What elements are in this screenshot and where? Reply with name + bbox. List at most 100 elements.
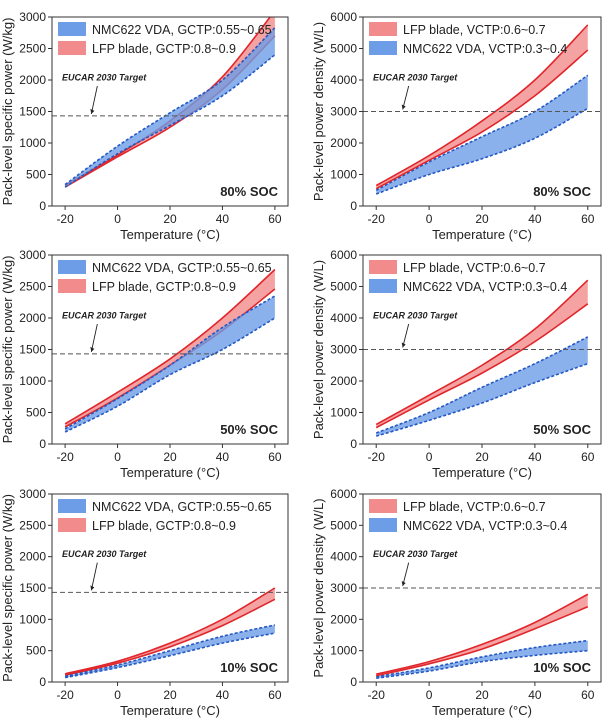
y-tick-label: 4000 — [330, 73, 357, 87]
y-tick-label: 3000 — [330, 581, 357, 595]
target-arrow-head-icon — [401, 104, 406, 110]
lfp-upper-line — [64, 268, 276, 425]
y-tick-label: 0 — [350, 675, 357, 689]
y-tick-label: 2000 — [19, 73, 46, 87]
y-tick-label: 6000 — [330, 10, 357, 24]
soc-label: 80% SOC — [533, 184, 591, 199]
x-tick-label: 40 — [528, 450, 542, 464]
legend-swatch-nmc — [369, 518, 397, 532]
x-tick-label: 40 — [216, 450, 230, 464]
legend-swatch-nmc — [369, 41, 397, 55]
x-axis-label: Temperature (°C) — [120, 227, 220, 242]
target-arrow — [90, 85, 98, 115]
nmc-upper-line — [375, 336, 589, 434]
legend-label-lfp: LFP blade, VCTP:0.6~0.7 — [403, 261, 546, 275]
x-tick-label: -20 — [56, 450, 74, 464]
target-label: EUCAR 2030 Target — [373, 72, 458, 82]
lfp-lower-line — [376, 606, 589, 677]
lfp-upper-line — [375, 279, 589, 426]
y-tick-label: 0 — [39, 675, 46, 689]
soc-label: 50% SOC — [533, 422, 591, 437]
y-tick-label: 3000 — [19, 248, 46, 262]
y-tick-label: 0 — [39, 199, 46, 213]
y-axis-label: Pack-level power density (W/L) — [311, 22, 326, 201]
y-tick-label: 500 — [26, 644, 46, 658]
legend-label-lfp: LFP blade, GCTP:0.8~0.9 — [92, 42, 236, 56]
target-label: EUCAR 2030 Target — [62, 549, 147, 559]
plot-area — [64, 268, 276, 433]
plot-area — [64, 587, 276, 679]
soc-label: 80% SOC — [220, 184, 278, 199]
x-tick-label: 40 — [216, 688, 230, 702]
nmc-lower-line — [64, 317, 276, 433]
soc-label: 10% SOC — [220, 660, 278, 675]
legend-label-lfp: LFP blade, GCTP:0.8~0.9 — [92, 519, 236, 533]
x-tick-label: 60 — [581, 450, 595, 464]
soc-label: 10% SOC — [533, 660, 591, 675]
target-arrow — [90, 562, 98, 591]
chart-panel-1: EUCAR 2030 Target -20 0 20 40 60 0 500 1000 1500 2… — [0, 10, 289, 242]
chart-panel-3: EUCAR 2030 Target -20 0 20 40 60 0 500 1000 1500 2… — [0, 248, 289, 480]
x-tick-label: -20 — [368, 212, 386, 226]
x-tick-label: 60 — [268, 688, 282, 702]
legend-swatch-lfp — [58, 279, 86, 293]
legend-swatch-lfp — [369, 260, 397, 274]
x-tick-label: 20 — [163, 212, 177, 226]
target-arrow-head-icon — [90, 585, 95, 591]
nmc-band — [65, 27, 275, 188]
x-tick-label: -20 — [56, 212, 74, 226]
lfp-lower-line — [375, 303, 589, 429]
legend-swatch-lfp — [58, 41, 86, 55]
y-tick-label: 1000 — [19, 374, 46, 388]
target-arrow-head-icon — [90, 346, 95, 352]
legend-swatch-lfp — [58, 518, 86, 532]
legend-swatch-lfp — [369, 22, 397, 36]
y-tick-label: 5000 — [330, 518, 357, 532]
legend-label-lfp: LFP blade, GCTP:0.8~0.9 — [92, 280, 236, 294]
nmc-lower-line — [375, 107, 589, 195]
target-label: EUCAR 2030 Target — [62, 310, 147, 320]
y-tick-label: 500 — [26, 168, 46, 182]
plot-area — [375, 24, 589, 195]
y-tick-label: 4000 — [330, 311, 357, 325]
y-tick-label: 6000 — [330, 487, 357, 501]
nmc-lower-line — [64, 632, 276, 679]
y-tick-label: 500 — [26, 406, 46, 420]
y-tick-label: 0 — [350, 199, 357, 213]
x-tick-label: 0 — [426, 212, 433, 226]
y-tick-label: 4000 — [330, 550, 357, 564]
legend-label-nmc: NMC622 VDA, GCTP:0.55~0.65 — [92, 500, 272, 514]
legend-swatch-nmc — [369, 279, 397, 293]
y-tick-label: 3000 — [330, 343, 357, 357]
y-axis-label: Pack-level power density (W/L) — [311, 260, 326, 439]
target-arrow-head-icon — [401, 581, 406, 586]
y-tick-label: 5000 — [330, 42, 357, 56]
y-tick-label: 1000 — [19, 612, 46, 626]
y-tick-label: 2500 — [19, 42, 46, 56]
target-label: EUCAR 2030 Target — [373, 549, 458, 559]
x-tick-label: 60 — [581, 688, 595, 702]
legend-label-nmc: NMC622 VDA, VCTP:0.3~0.4 — [403, 42, 567, 56]
chart-panel-5: EUCAR 2030 Target -20 0 20 40 60 0 500 1000 1500 2… — [0, 487, 289, 718]
nmc-lower-line — [376, 649, 588, 680]
y-tick-label: 0 — [350, 437, 357, 451]
nmc-upper-line — [376, 639, 588, 678]
y-tick-label: 6000 — [330, 248, 357, 262]
plot-area — [376, 593, 589, 680]
lfp-upper-line — [64, 587, 276, 675]
x-tick-label: 0 — [114, 450, 121, 464]
x-tick-label: 40 — [528, 688, 542, 702]
y-tick-label: 1500 — [19, 343, 46, 357]
lfp-upper-line — [376, 593, 589, 675]
y-tick-label: 1000 — [19, 136, 46, 150]
x-tick-label: 20 — [163, 450, 177, 464]
x-axis-label: Temperature (°C) — [120, 465, 220, 480]
lfp-lower-line — [375, 49, 589, 190]
y-axis-label: Pack-level specific power (W/kg) — [0, 18, 15, 206]
legend-swatch-lfp — [369, 499, 397, 513]
y-tick-label: 1500 — [19, 581, 46, 595]
x-tick-label: 40 — [216, 212, 230, 226]
y-tick-label: 0 — [39, 437, 46, 451]
y-tick-label: 3000 — [19, 10, 46, 24]
x-tick-label: -20 — [368, 450, 386, 464]
